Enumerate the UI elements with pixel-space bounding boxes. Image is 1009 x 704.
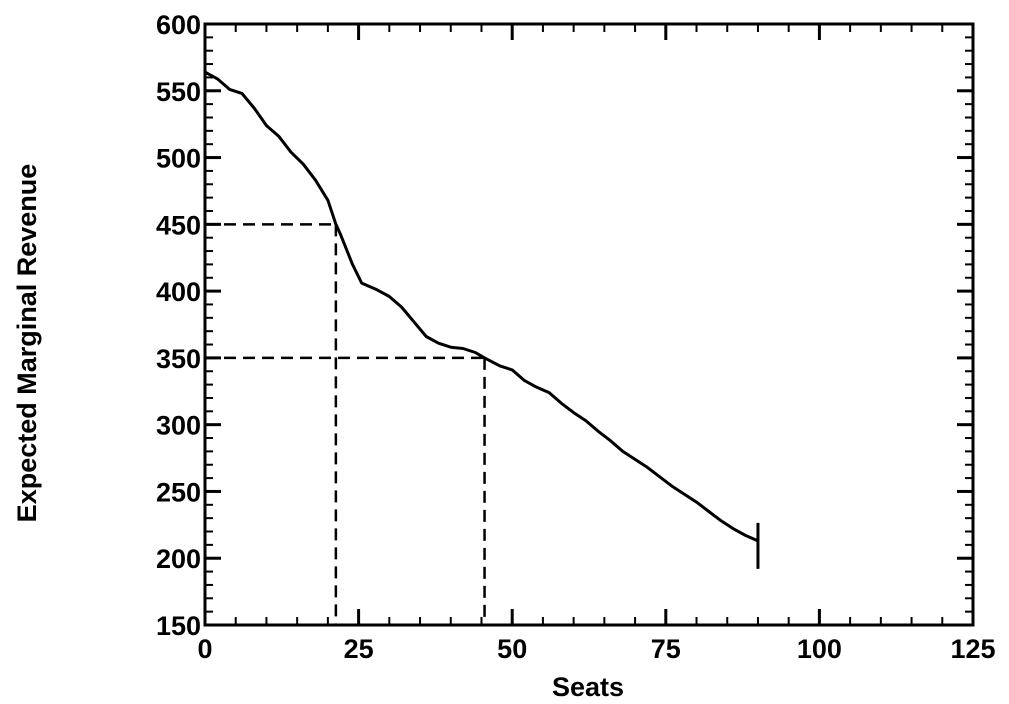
- y-tick-label: 150: [156, 611, 201, 641]
- x-tick-label: 100: [797, 634, 842, 664]
- x-tick-label: 0: [197, 634, 212, 664]
- y-tick-labels: 150 200 250 300 350 400 450 500 550 600: [156, 10, 201, 641]
- series-line: [204, 70, 759, 543]
- major-ticks: [203, 22, 975, 627]
- x-tick-label: 50: [497, 634, 527, 664]
- y-tick-label: 400: [156, 277, 201, 307]
- y-tick-label: 500: [156, 144, 201, 174]
- y-tick-label: 550: [156, 77, 201, 107]
- x-tick-label: 125: [950, 634, 995, 664]
- plot-frame: [203, 22, 975, 627]
- y-tick-label: 200: [156, 544, 201, 574]
- x-tick-labels: 0 25 50 75 100 125: [197, 634, 995, 664]
- y-tick-label: 350: [156, 344, 201, 374]
- minor-ticks: [205, 24, 973, 625]
- y-tick-label: 300: [156, 411, 201, 441]
- x-axis-label: Seats: [552, 672, 624, 702]
- y-tick-label: 250: [156, 477, 201, 507]
- y-axis-label: Expected Marginal Revenue: [12, 164, 42, 523]
- y-tick-label: 450: [156, 210, 201, 240]
- series-group: [204, 70, 760, 569]
- x-tick-label: 25: [344, 634, 374, 664]
- reference-lines: [205, 223, 486, 625]
- x-tick-label: 75: [651, 634, 681, 664]
- y-tick-label: 600: [156, 10, 201, 40]
